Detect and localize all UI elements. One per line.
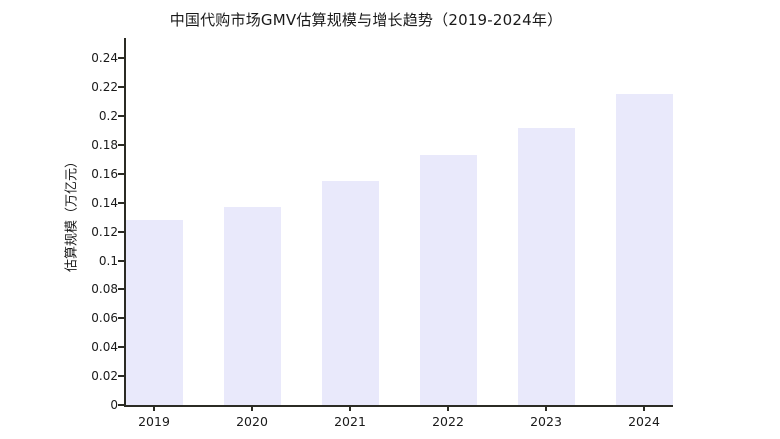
y-tick-label: 0.24 bbox=[91, 51, 118, 66]
y-tick-label: 0.12 bbox=[91, 224, 118, 239]
x-tick-label: 2021 bbox=[334, 414, 366, 429]
x-tick-label: 2022 bbox=[432, 414, 464, 429]
bar-2021 bbox=[321, 181, 379, 405]
x-tick-mark bbox=[545, 405, 547, 411]
x-tick-mark bbox=[349, 405, 351, 411]
x-tick-mark bbox=[447, 405, 449, 411]
x-tick-label: 2020 bbox=[236, 414, 268, 429]
y-tick-label: 0.06 bbox=[91, 311, 118, 326]
bar-2019 bbox=[125, 220, 183, 405]
bar-2022 bbox=[419, 155, 477, 405]
y-tick-mark bbox=[118, 230, 124, 233]
y-tick-mark bbox=[118, 375, 124, 378]
x-tick-mark bbox=[643, 405, 645, 411]
y-tick-mark bbox=[118, 143, 124, 146]
y-tick-label: 0.02 bbox=[91, 369, 118, 384]
y-tick-label: 0.18 bbox=[91, 137, 118, 152]
y-tick-label: 0.04 bbox=[91, 340, 118, 355]
bar-2024 bbox=[615, 94, 673, 405]
y-tick-label: 0.14 bbox=[91, 195, 118, 210]
y-tick-label: 0.16 bbox=[91, 166, 118, 181]
y-tick-mark bbox=[118, 172, 124, 175]
y-tick-label: 0.2 bbox=[98, 109, 118, 124]
x-tick-mark bbox=[153, 405, 155, 411]
y-tick-mark bbox=[118, 288, 124, 291]
x-tick-label: 2023 bbox=[530, 414, 562, 429]
y-tick-label: 0.1 bbox=[98, 253, 118, 268]
y-tick-mark bbox=[118, 404, 124, 406]
y-tick-mark bbox=[118, 317, 124, 320]
y-tick-mark bbox=[118, 57, 124, 60]
y-tick-label: 0 bbox=[110, 398, 118, 412]
y-tick-mark bbox=[118, 346, 124, 349]
x-tick-mark bbox=[251, 405, 253, 411]
y-tick-mark bbox=[118, 86, 124, 89]
chart-title: 中国代购市场GMV估算规模与增长趋势（2019-2024年） bbox=[169, 11, 563, 29]
y-tick-mark bbox=[118, 201, 124, 204]
bar-2020 bbox=[223, 207, 281, 405]
x-tick-label: 2019 bbox=[138, 414, 170, 429]
bar-2023 bbox=[517, 127, 575, 405]
y-tick-label: 0.08 bbox=[91, 282, 118, 297]
y-tick-label: 0.22 bbox=[91, 80, 118, 95]
x-tick-label: 2024 bbox=[628, 414, 660, 429]
y-tick-mark bbox=[118, 115, 124, 118]
plot-area: 0 0.02 0.04 0.06 0.08 0.1 0.12 0.14 0.16 0.18 0.2 0… bbox=[91, 38, 673, 429]
y-tick-mark bbox=[118, 259, 124, 262]
